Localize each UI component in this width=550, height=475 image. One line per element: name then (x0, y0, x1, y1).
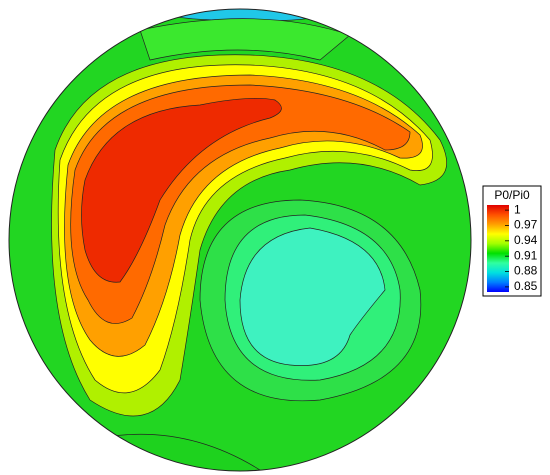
contour-band (119, 9, 361, 22)
colorbar-tick-label: 0.94 (514, 233, 538, 247)
contour-core (239, 227, 386, 366)
contour-core (81, 97, 282, 283)
contour-band (139, 18, 351, 61)
colorbar-title: P0/Pi0 (494, 188, 530, 202)
contour-plot (9, 9, 471, 471)
plot-border (8, 8, 472, 472)
colorbar-tick-label: 0.88 (514, 264, 538, 278)
colorbar-tick-label: 1 (514, 202, 521, 216)
colorbar (487, 205, 509, 292)
colorbar-tick-label: 0.97 (514, 218, 538, 232)
colorbar-tick-label: 0.91 (514, 248, 538, 262)
colorbar-tick-label: 0.85 (514, 279, 538, 293)
